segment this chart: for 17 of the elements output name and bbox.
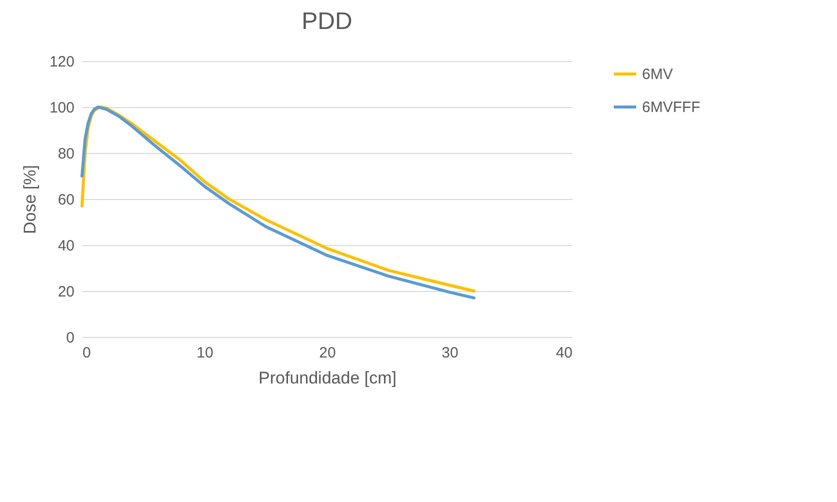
x-tick-label: 30 (442, 344, 458, 362)
x-tick-label: 20 (319, 344, 336, 362)
y-tick-label: 80 (58, 146, 74, 162)
y-tick-label: 0 (66, 330, 74, 346)
y-tick-label: 100 (49, 100, 74, 116)
x-axis-title: Profundidade [cm] (258, 368, 396, 388)
x-tick-label: 0 (82, 344, 91, 362)
y-tick-label: 120 (49, 54, 74, 70)
y-axis-title: Dose [%] (20, 165, 40, 234)
x-tick-label: 40 (556, 344, 572, 362)
y-tick-label: 40 (58, 238, 74, 254)
chart-title: PDD (302, 8, 352, 35)
legend-label: 6MVFFF (642, 99, 700, 116)
y-tick-label: 20 (58, 284, 74, 300)
x-tick-label: 10 (196, 344, 214, 362)
legend-label: 6MV (642, 66, 673, 83)
y-tick-label: 60 (58, 192, 74, 208)
